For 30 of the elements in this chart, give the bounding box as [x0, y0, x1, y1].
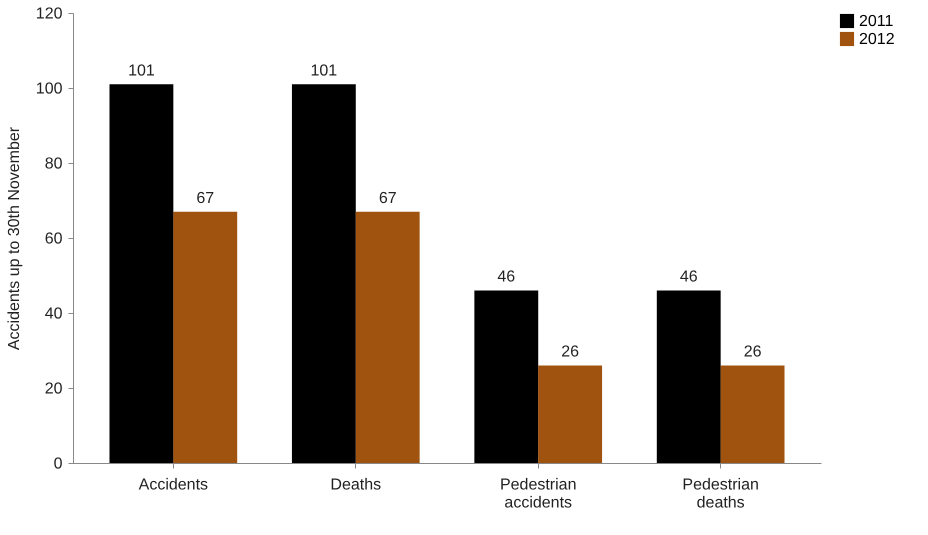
bar [538, 366, 602, 463]
y-tick-label: 100 [36, 80, 63, 98]
data-label: 26 [744, 344, 762, 360]
bar [474, 290, 538, 463]
bar [173, 212, 238, 463]
y-axis-title: Accidents up to 30th November [6, 126, 23, 350]
legend-label: 2011 [859, 13, 894, 30]
data-label: 67 [196, 190, 214, 207]
data-label: 26 [561, 344, 580, 360]
x-tick-label: Pedestrian deaths [682, 476, 759, 512]
data-label: 46 [680, 268, 698, 286]
bar [292, 84, 356, 463]
bar [720, 366, 785, 463]
y-tick-label: 0 [54, 456, 63, 472]
y-tick-label: 40 [44, 306, 63, 322]
x-tick-label: Pedestrian accidents [500, 476, 576, 512]
legend-label: 2012 [859, 31, 895, 48]
y-tick-label: 60 [44, 230, 63, 248]
x-tick-label: Accidents [138, 476, 208, 494]
bar [109, 84, 174, 463]
data-label: 101 [128, 62, 155, 80]
bar [656, 290, 721, 463]
y-tick-label: 20 [44, 380, 63, 398]
data-label: 67 [378, 190, 397, 207]
y-tick-label: 80 [44, 156, 63, 172]
x-tick-label: Deaths [330, 476, 382, 494]
bar [356, 212, 420, 463]
data-label: 46 [497, 268, 516, 286]
y-tick-label: 120 [36, 6, 63, 22]
data-label: 101 [310, 62, 338, 80]
